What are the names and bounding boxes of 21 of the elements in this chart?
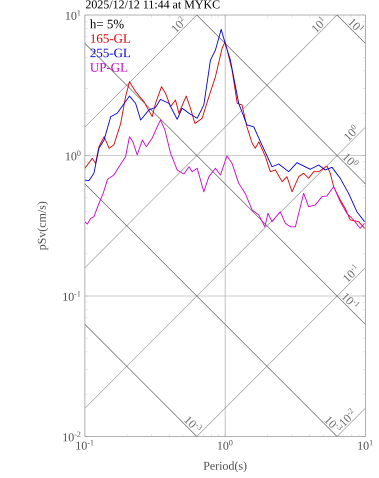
y-tick-label: 10$^{1}$ [66, 10, 80, 20]
chart-title: 2025/12/12 11:44 at MYKC [86, 0, 220, 9]
y-tick-label: 10$^{0}$ [66, 150, 80, 160]
x-tick-label: 10$^{1}$ [358, 440, 372, 450]
legend-title: h= 5% [90, 19, 124, 28]
annotation: 10$^{-2}$ [340, 408, 354, 427]
y-axis-title: pSv(cm/s) [37, 202, 48, 250]
annotation: 10$^{0}$ [342, 154, 359, 165]
annotation: 10$^{0}$ [344, 124, 356, 141]
y-tick-label: 10$^{-1}$ [63, 291, 80, 301]
x-tick-label: 10$^{-1}$ [76, 440, 94, 450]
annotation: 10$^{-1}$ [341, 293, 360, 307]
annotation: 10$^{-1}$ [343, 264, 357, 282]
annotation: 10$^{-3}$ [184, 416, 202, 430]
annotation: 10$^{2}$ [172, 16, 184, 33]
annotation: 10$^{1}$ [348, 18, 364, 31]
x-axis-title: Period(s) [203, 461, 246, 472]
y-tick-label: 10$^{-2}$ [63, 432, 80, 442]
annotation: 10$^{1}$ [312, 16, 324, 33]
x-tick-label: 10$^{0}$ [218, 440, 232, 450]
text: 165-GL [90, 34, 130, 43]
